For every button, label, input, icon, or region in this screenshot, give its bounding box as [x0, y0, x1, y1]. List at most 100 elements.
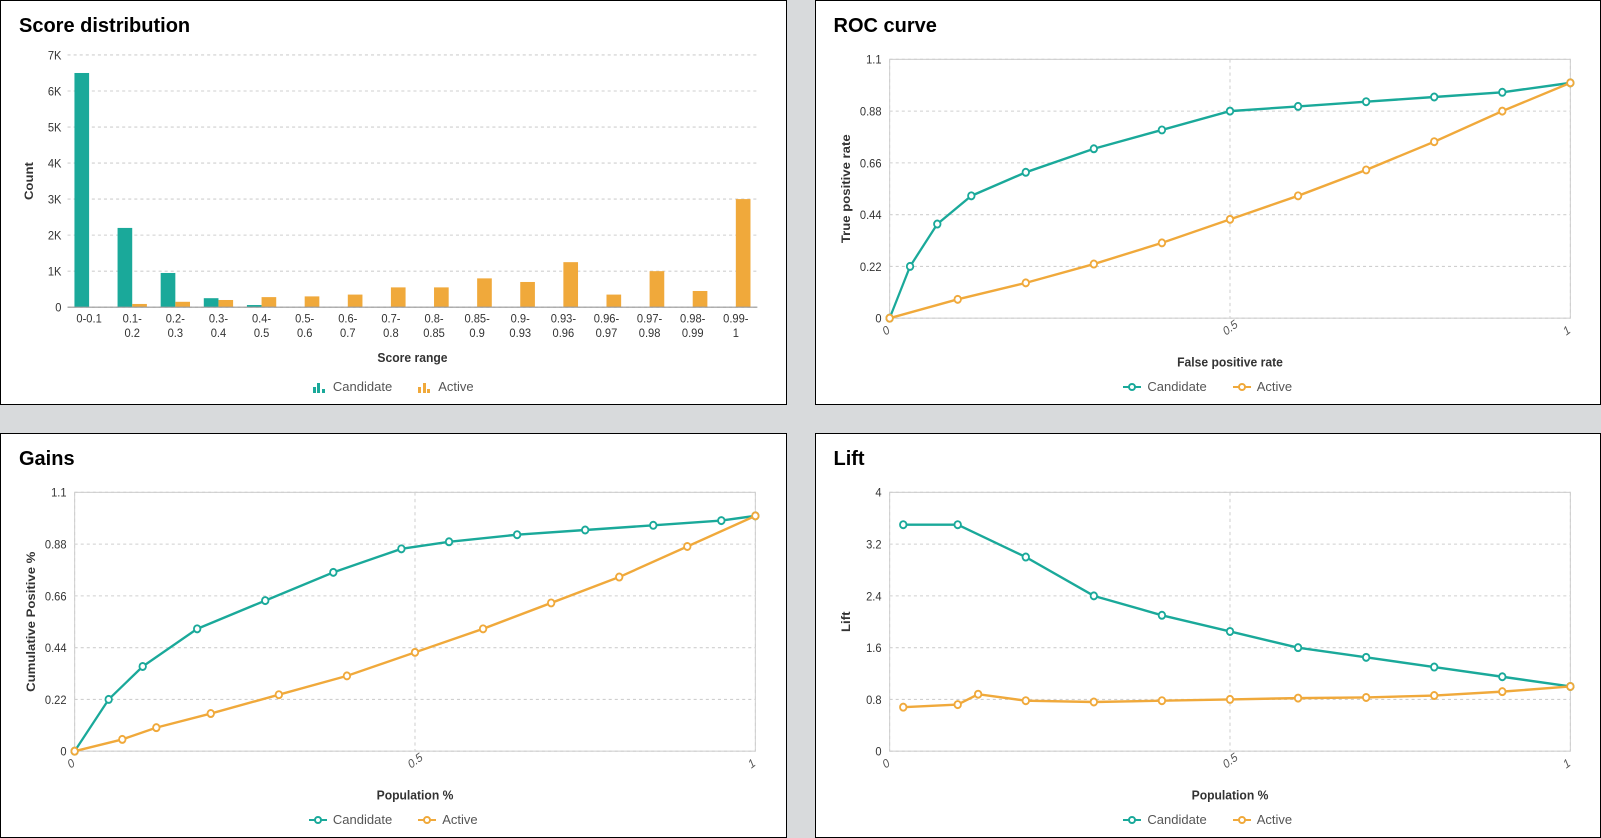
- svg-text:0.22: 0.22: [859, 260, 881, 274]
- svg-text:2.4: 2.4: [866, 590, 882, 604]
- panel-title: Lift: [834, 448, 1583, 471]
- svg-text:0: 0: [875, 312, 881, 326]
- svg-text:True positive rate: True positive rate: [839, 134, 852, 243]
- svg-text:0.4-: 0.4-: [252, 312, 271, 326]
- svg-text:0: 0: [55, 301, 61, 315]
- svg-text:0.85: 0.85: [423, 326, 445, 340]
- svg-text:0.85-: 0.85-: [464, 312, 489, 326]
- line-icon: [309, 815, 327, 825]
- legend-label: Candidate: [333, 812, 392, 827]
- svg-text:Count: Count: [23, 161, 36, 200]
- svg-text:0.8: 0.8: [866, 693, 881, 707]
- svg-text:False positive rate: False positive rate: [1177, 355, 1283, 370]
- svg-text:0.66: 0.66: [45, 590, 67, 604]
- legend-label: Active: [442, 812, 477, 827]
- bar-icon: [313, 381, 327, 393]
- svg-text:0.9: 0.9: [469, 326, 484, 340]
- svg-text:0.6-: 0.6-: [338, 312, 357, 326]
- panel-title: Gains: [19, 448, 768, 471]
- svg-text:0.96-: 0.96-: [594, 312, 619, 326]
- svg-text:1K: 1K: [48, 265, 62, 279]
- line-icon: [1233, 382, 1251, 392]
- bar-icon: [418, 381, 432, 393]
- svg-text:0.7-: 0.7-: [381, 312, 400, 326]
- svg-text:1: 1: [1560, 756, 1572, 771]
- svg-text:0.98: 0.98: [639, 326, 661, 340]
- panel-gains: Gains 00.220.440.660.881.100.51Populatio…: [0, 433, 787, 838]
- svg-text:6K: 6K: [48, 85, 62, 99]
- legend-label: Active: [1257, 812, 1292, 827]
- svg-text:0.99-: 0.99-: [723, 312, 748, 326]
- svg-text:Population %: Population %: [377, 788, 454, 803]
- svg-text:0.7: 0.7: [340, 326, 355, 340]
- svg-text:3.2: 3.2: [866, 538, 881, 552]
- line-chart: 00.81.62.43.2400.51Population %Lift: [834, 477, 1583, 806]
- legend-label: Active: [438, 379, 473, 394]
- legend-item-candidate: Candidate: [1123, 379, 1206, 394]
- svg-text:0: 0: [880, 323, 893, 338]
- legend-item-active: Active: [1233, 379, 1292, 394]
- svg-text:0.5: 0.5: [1220, 750, 1240, 771]
- svg-text:0: 0: [880, 756, 893, 771]
- svg-text:0.8: 0.8: [383, 326, 398, 340]
- dashboard-grid: Score distribution 01K2K3K4K5K6K7KCount0…: [0, 0, 1601, 838]
- svg-text:4: 4: [875, 486, 882, 500]
- svg-text:0.3: 0.3: [168, 326, 183, 340]
- line-chart: 00.220.440.660.881.100.51Population %Cum…: [19, 477, 768, 806]
- panel-title: ROC curve: [834, 15, 1583, 38]
- svg-text:Lift: Lift: [839, 611, 852, 632]
- svg-text:0.6: 0.6: [297, 326, 312, 340]
- panel-score-distribution: Score distribution 01K2K3K4K5K6K7KCount0…: [0, 0, 787, 405]
- svg-text:0.97: 0.97: [596, 326, 618, 340]
- svg-text:0.44: 0.44: [859, 209, 881, 223]
- svg-text:0.3-: 0.3-: [209, 312, 228, 326]
- legend-label: Candidate: [1147, 379, 1206, 394]
- legend: Candidate Active: [19, 379, 768, 394]
- svg-text:0.98-: 0.98-: [680, 312, 705, 326]
- svg-text:1.1: 1.1: [866, 53, 881, 67]
- line-chart: 00.220.440.660.881.100.51False positive …: [834, 44, 1583, 373]
- svg-text:0.5: 0.5: [1220, 317, 1240, 338]
- svg-text:7K: 7K: [48, 49, 62, 63]
- svg-text:0.44: 0.44: [45, 642, 67, 656]
- svg-text:0.93: 0.93: [509, 326, 531, 340]
- svg-text:0.66: 0.66: [859, 157, 881, 171]
- line-icon: [1233, 815, 1251, 825]
- bar-chart: 01K2K3K4K5K6K7KCount0-0.10.1-0.20.2-0.30…: [19, 44, 768, 373]
- svg-text:0: 0: [65, 756, 78, 771]
- legend-label: Candidate: [1147, 812, 1206, 827]
- legend-item-active: Active: [418, 812, 477, 827]
- line-icon: [1123, 815, 1141, 825]
- svg-text:0.97-: 0.97-: [637, 312, 662, 326]
- svg-text:2K: 2K: [48, 229, 62, 243]
- panel-roc: ROC curve 00.220.440.660.881.100.51False…: [815, 0, 1601, 405]
- line-icon: [418, 815, 436, 825]
- legend-label: Active: [1257, 379, 1292, 394]
- svg-text:4K: 4K: [48, 157, 62, 171]
- legend-item-active: Active: [418, 379, 473, 394]
- svg-text:0.88: 0.88: [859, 105, 881, 119]
- svg-text:0.93-: 0.93-: [551, 312, 576, 326]
- svg-text:0: 0: [60, 745, 66, 759]
- svg-text:0: 0: [875, 745, 881, 759]
- legend: Candidate Active: [834, 812, 1583, 827]
- legend-item-candidate: Candidate: [309, 812, 392, 827]
- svg-text:0.5: 0.5: [254, 326, 269, 340]
- svg-text:0.2: 0.2: [124, 326, 139, 340]
- svg-text:0.5-: 0.5-: [295, 312, 314, 326]
- svg-text:0.88: 0.88: [45, 538, 67, 552]
- line-icon: [1123, 382, 1141, 392]
- svg-text:3K: 3K: [48, 193, 62, 207]
- svg-text:5K: 5K: [48, 121, 62, 135]
- svg-text:0-0.1: 0-0.1: [76, 312, 101, 326]
- panel-lift: Lift 00.81.62.43.2400.51Population %Lift…: [815, 433, 1601, 838]
- legend: Candidate Active: [19, 812, 768, 827]
- svg-text:0.22: 0.22: [45, 693, 67, 707]
- svg-text:0.99: 0.99: [682, 326, 704, 340]
- svg-text:1: 1: [733, 326, 739, 340]
- svg-text:1.1: 1.1: [51, 486, 66, 500]
- svg-text:0.96: 0.96: [553, 326, 575, 340]
- svg-text:Score range: Score range: [377, 351, 447, 366]
- legend-item-candidate: Candidate: [1123, 812, 1206, 827]
- svg-text:0.8-: 0.8-: [424, 312, 443, 326]
